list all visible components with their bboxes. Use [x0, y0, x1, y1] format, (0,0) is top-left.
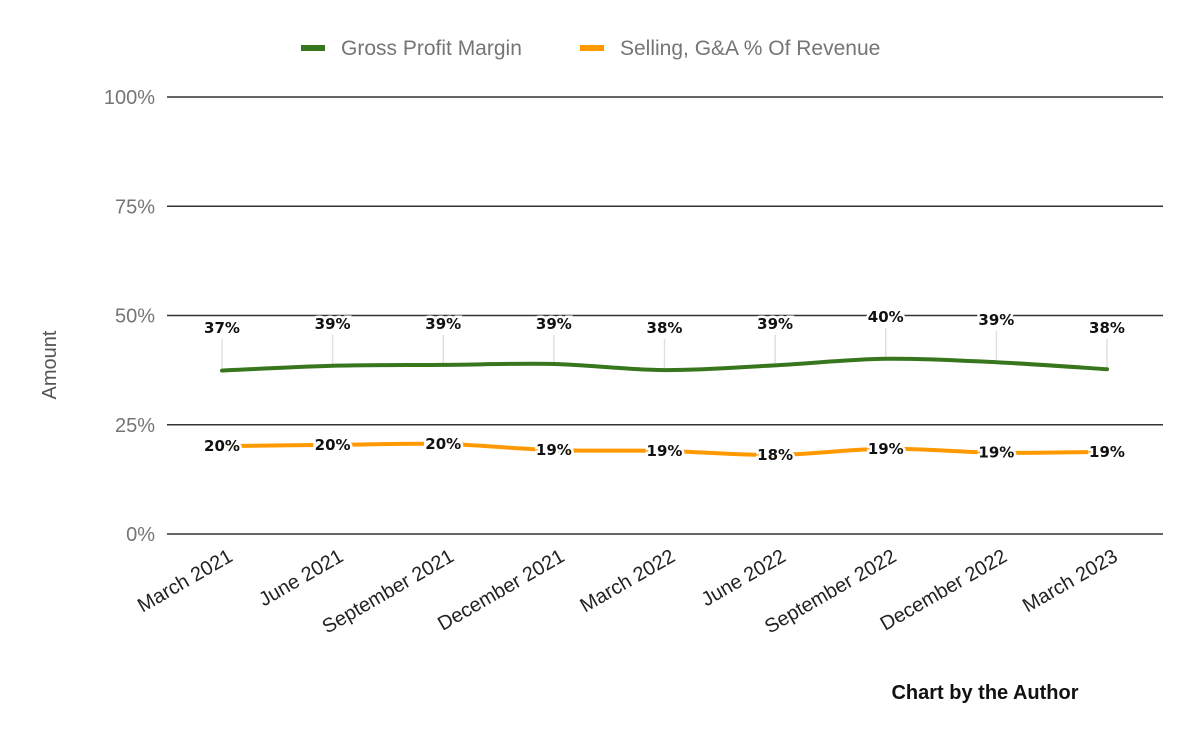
label-leader-lines	[221, 328, 1108, 371]
x-tick-label: June 2022	[698, 545, 790, 611]
y-axis-ticks: 0% 25% 50% 75% 100%	[104, 87, 155, 546]
data-label: 20%	[315, 436, 351, 454]
gridlines	[167, 96, 1163, 535]
x-tick-label: March 2022	[577, 545, 679, 617]
data-label: 39%	[536, 315, 572, 333]
data-label: 39%	[757, 315, 793, 333]
data-label: 19%	[536, 441, 572, 459]
y-tick-label: 75%	[115, 196, 155, 218]
gross-profit-margin-line	[220, 356, 1109, 373]
x-tick-label: March 2023	[1019, 545, 1121, 617]
y-tick-label: 100%	[104, 87, 155, 109]
data-labels: 37% 39% 39% 39% 38% 39% 40% 39% 38% 20% 20% 20% 19% 1…	[202, 306, 1128, 467]
data-label: 19%	[868, 440, 904, 458]
chart-credit: Chart by the Author	[891, 682, 1078, 704]
data-label: 20%	[204, 437, 240, 455]
legend-label: Selling, G&A % Of Revenue	[620, 37, 880, 60]
data-label: 38%	[1089, 319, 1125, 337]
data-label: 39%	[425, 315, 461, 333]
data-label: 39%	[315, 315, 351, 333]
sga-revenue-line	[220, 441, 1109, 457]
data-label: 20%	[425, 435, 461, 453]
y-axis-title: Amount	[39, 330, 61, 399]
y-tick-label: 50%	[115, 306, 155, 328]
data-label: 37%	[204, 319, 240, 337]
data-label: 19%	[647, 442, 683, 460]
legend-label: Gross Profit Margin	[341, 37, 522, 60]
x-tick-label: June 2021	[255, 545, 347, 611]
x-tick-label: March 2021	[134, 545, 236, 617]
data-label: 40%	[868, 308, 904, 326]
data-label: 19%	[1089, 443, 1125, 461]
y-tick-label: 25%	[115, 415, 155, 437]
data-label: 38%	[647, 319, 683, 337]
series-lines	[220, 356, 1109, 457]
data-label: 18%	[757, 446, 793, 464]
data-label: 39%	[978, 311, 1014, 329]
legend: Gross Profit Margin Selling, G&A % Of Rev…	[301, 37, 880, 60]
y-tick-label: 0%	[126, 524, 155, 546]
data-label: 19%	[978, 444, 1014, 462]
